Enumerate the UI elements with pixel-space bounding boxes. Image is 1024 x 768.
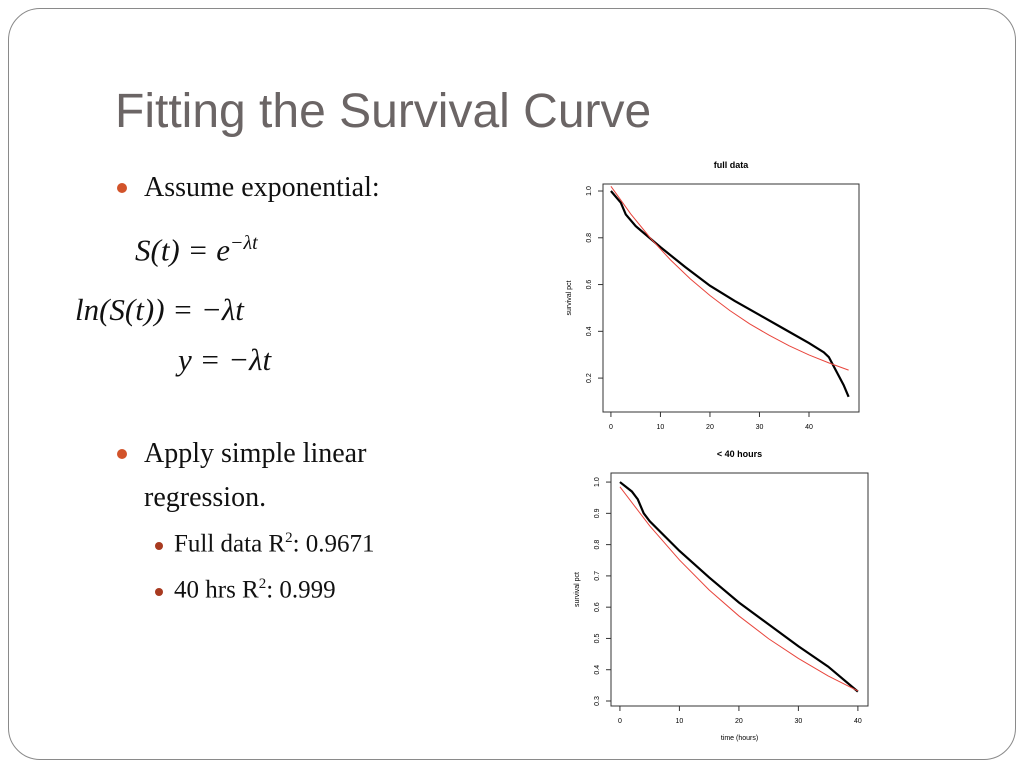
x-tick-label: 0 — [609, 424, 613, 431]
equation: y = −λt — [178, 342, 271, 378]
x-tick-label: 40 — [805, 424, 813, 431]
exponent: −λt — [229, 232, 258, 254]
x-axis-label: time (hours) — [721, 735, 758, 742]
y-axis-label: survival pct — [566, 280, 573, 315]
y-tick-label: 0.5 — [594, 633, 601, 643]
y-tick-label: 0.4 — [586, 326, 593, 336]
slide-frame — [8, 8, 1016, 760]
plot-box — [610, 472, 869, 707]
chart-title: full data — [714, 160, 749, 170]
data-line — [619, 486, 859, 692]
data-line — [610, 186, 849, 371]
sub-bullet: 40 hrs R2: 0.999 — [155, 576, 336, 604]
superscript: 2 — [258, 576, 267, 592]
y-tick-label: 0.6 — [586, 280, 593, 290]
bullet-text: : 0.999 — [266, 576, 336, 604]
equation-rhs: −λt — [228, 342, 272, 377]
bullet-text: : 0.9671 — [292, 530, 375, 558]
superscript: 2 — [285, 530, 293, 546]
bullet: Assume exponential: — [117, 166, 474, 210]
y-tick-label: 0.3 — [594, 696, 601, 706]
x-tick-label: 40 — [854, 718, 862, 725]
x-tick-label: 10 — [657, 424, 665, 431]
equation-lhs: ln(S(t)) = — [75, 292, 194, 327]
slide-title: Fitting the Survival Curve — [115, 85, 652, 138]
y-tick-label: 0.8 — [586, 233, 593, 243]
equation-lhs: S(t) = — [135, 232, 209, 268]
y-tick-label: 1.0 — [594, 477, 601, 487]
y-tick-label: 0.4 — [594, 665, 601, 675]
data-line — [610, 190, 850, 398]
y-tick-label: 0.6 — [594, 602, 601, 612]
y-tick-label: 1.0 — [586, 186, 593, 196]
y-tick-label: 0.2 — [586, 373, 593, 383]
y-tick-label: 0.9 — [594, 508, 601, 518]
x-tick-label: 10 — [676, 718, 684, 725]
equation: ln(S(t)) = −λt — [75, 292, 244, 328]
sub-bullet: Full data R2: 0.9671 — [155, 530, 375, 558]
bullet: Apply simple linear regression. — [117, 432, 434, 520]
plot-box — [602, 183, 860, 413]
y-tick-label: 0.8 — [594, 540, 601, 550]
x-tick-label: 0 — [618, 718, 622, 725]
x-tick-label: 20 — [735, 718, 743, 725]
equation-rhs: −λt — [200, 292, 244, 327]
y-axis-label: survival pct — [574, 572, 581, 607]
x-tick-label: 30 — [756, 424, 764, 431]
chart-title: < 40 hours — [717, 449, 762, 459]
bullet-text: 40 hrs R — [174, 576, 259, 604]
equation-rhs: e — [216, 232, 230, 268]
equation: S(t) = e−λt — [135, 232, 258, 268]
equation-lhs: y = — [178, 342, 221, 377]
y-tick-label: 0.7 — [594, 571, 601, 581]
bullet-text: Full data R — [174, 530, 286, 558]
x-tick-label: 20 — [706, 424, 714, 431]
x-tick-label: 30 — [794, 718, 802, 725]
data-line — [619, 481, 859, 693]
